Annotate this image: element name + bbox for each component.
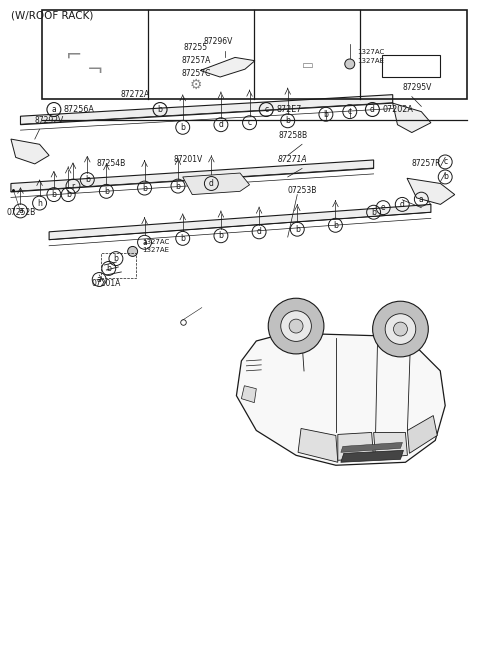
Polygon shape: [338, 432, 373, 461]
Text: d: d: [257, 227, 262, 237]
Text: b: b: [157, 105, 163, 114]
Text: (W/ROOF RACK): (W/ROOF RACK): [11, 11, 93, 20]
Text: b: b: [113, 254, 119, 263]
Polygon shape: [373, 432, 408, 459]
Text: 87292V: 87292V: [35, 116, 64, 125]
Text: 87257C: 87257C: [181, 68, 211, 78]
Text: b: b: [107, 264, 111, 273]
Circle shape: [268, 298, 324, 354]
Text: 1327AC: 1327AC: [142, 239, 169, 245]
Polygon shape: [298, 428, 338, 463]
Text: b: b: [180, 234, 185, 243]
Text: d: d: [218, 120, 223, 129]
Polygon shape: [393, 103, 431, 133]
Polygon shape: [183, 173, 250, 194]
Text: c: c: [264, 105, 268, 114]
Text: b: b: [51, 190, 56, 199]
Text: b: b: [371, 208, 376, 217]
Text: 87255: 87255: [184, 43, 208, 52]
Text: ¬: ¬: [87, 60, 103, 79]
Text: r: r: [72, 181, 74, 191]
Text: 87295V: 87295V: [402, 83, 432, 92]
Text: 872E7: 872E7: [276, 105, 301, 114]
Circle shape: [345, 59, 355, 69]
Text: a: a: [18, 206, 23, 215]
Text: c: c: [443, 158, 447, 166]
Circle shape: [289, 319, 303, 333]
Text: b: b: [295, 225, 300, 234]
Text: 1327AC: 1327AC: [357, 49, 384, 55]
Text: 87271A: 87271A: [278, 155, 308, 164]
Polygon shape: [11, 139, 49, 164]
Polygon shape: [11, 160, 373, 192]
Text: a: a: [51, 105, 56, 114]
Polygon shape: [407, 178, 455, 204]
Text: d: d: [209, 179, 214, 188]
Text: 87296V: 87296V: [204, 37, 233, 47]
Text: 1327AE: 1327AE: [142, 248, 169, 254]
Text: d: d: [370, 105, 375, 114]
Circle shape: [385, 314, 416, 344]
Text: 1327AE: 1327AE: [357, 58, 384, 64]
Polygon shape: [341, 442, 402, 452]
Text: a: a: [97, 275, 102, 284]
Text: a: a: [142, 238, 147, 247]
Bar: [42, 10, 467, 99]
Polygon shape: [200, 57, 255, 77]
Text: 87257A: 87257A: [181, 56, 211, 64]
Text: b: b: [66, 190, 71, 199]
Text: b: b: [176, 181, 180, 191]
Circle shape: [281, 311, 312, 342]
Text: 87254B: 87254B: [97, 160, 126, 168]
Text: ⚙: ⚙: [190, 78, 202, 92]
Text: a: a: [419, 194, 424, 204]
Text: 87258B: 87258B: [278, 131, 307, 141]
Text: 87256A: 87256A: [64, 105, 95, 114]
Text: ▭: ▭: [301, 58, 313, 72]
Text: 87257R: 87257R: [412, 160, 441, 168]
Text: b: b: [333, 221, 338, 230]
Circle shape: [372, 301, 428, 357]
Polygon shape: [21, 95, 393, 125]
Text: b: b: [285, 116, 290, 125]
Polygon shape: [237, 333, 445, 465]
Text: b: b: [218, 231, 223, 240]
Polygon shape: [241, 386, 256, 403]
Text: ⌐: ⌐: [66, 45, 82, 64]
Text: 87272A: 87272A: [120, 89, 150, 99]
Text: b: b: [324, 110, 328, 119]
Text: 87201V: 87201V: [173, 155, 203, 164]
Text: b: b: [85, 175, 90, 184]
Text: b: b: [180, 123, 185, 132]
Polygon shape: [408, 416, 437, 453]
Text: 07253B: 07253B: [288, 185, 317, 194]
Text: b: b: [142, 183, 147, 193]
Text: d: d: [400, 200, 405, 209]
Text: c: c: [348, 107, 352, 116]
Text: b: b: [104, 187, 109, 196]
Bar: [101, 253, 136, 278]
Text: 07201A: 07201A: [92, 279, 121, 288]
Text: 07202A: 07202A: [383, 105, 413, 114]
Polygon shape: [341, 450, 404, 463]
Text: e: e: [381, 203, 385, 212]
Text: h: h: [37, 198, 42, 208]
Polygon shape: [49, 204, 431, 240]
Circle shape: [128, 246, 138, 256]
Text: 07252B: 07252B: [6, 208, 36, 217]
Text: c: c: [248, 118, 252, 127]
Circle shape: [394, 322, 408, 336]
Text: b: b: [443, 172, 448, 181]
Bar: [382, 55, 440, 77]
